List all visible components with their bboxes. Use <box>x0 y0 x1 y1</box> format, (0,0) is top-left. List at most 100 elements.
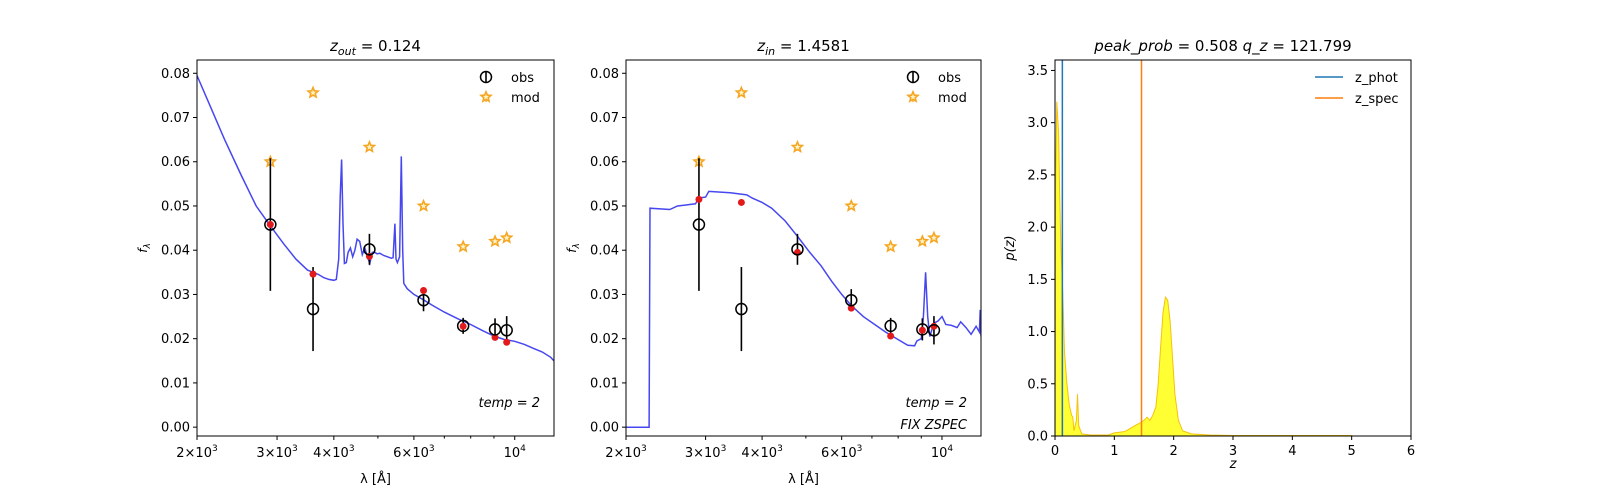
legend-mod-label: mod <box>938 91 967 106</box>
plot-area <box>1055 60 1354 436</box>
obs-point <box>456 319 470 333</box>
mod-star-point <box>499 230 514 244</box>
y-tick-label: 0.03 <box>161 288 190 303</box>
y-tick-label: 3.0 <box>1027 116 1048 131</box>
obs-point <box>845 293 858 307</box>
mod-star-point <box>488 234 502 248</box>
x-axis-label: λ [Å] <box>788 471 819 487</box>
mod-red-point <box>737 198 745 206</box>
y-axis-label: fλ <box>136 243 153 253</box>
y-tick-label: 0.00 <box>590 421 619 436</box>
x-tick-label: 1 <box>1110 444 1118 459</box>
legend-mod-marker <box>906 89 920 103</box>
x-tick-label: 2×103 <box>605 444 646 461</box>
legend-z-phot-label: z_phot <box>1355 71 1398 86</box>
legend: obs mod <box>479 70 540 106</box>
mod-red-point <box>309 270 317 278</box>
legend-mod-marker <box>479 89 493 103</box>
obs-point <box>884 319 897 333</box>
y-axis-label: fλ <box>565 243 582 253</box>
x-tick-label: 5 <box>1348 444 1356 459</box>
chart-title: zin = 1.4581 <box>756 37 850 58</box>
legend-mod-label: mod <box>511 91 540 106</box>
y-tick-label: 0.00 <box>161 421 190 436</box>
y-tick-label: 0.08 <box>590 67 619 82</box>
y-tick-label: 0.01 <box>161 376 190 391</box>
mod-red-point <box>847 304 855 312</box>
mod-star-point <box>927 230 941 244</box>
x-tick-label: 4×103 <box>741 444 782 461</box>
obs-point <box>363 243 376 256</box>
x-tick-label: 3×103 <box>256 444 297 461</box>
x-tick-label: 6×103 <box>821 444 862 461</box>
y-tick-label: 0.07 <box>161 111 190 126</box>
x-tick-label: 4×103 <box>313 444 354 461</box>
x-axis-label: z <box>1229 457 1238 472</box>
mod-red-point <box>695 195 703 203</box>
y-tick-label: 0.04 <box>161 244 190 259</box>
obs-point <box>417 293 430 307</box>
mod-star-point <box>734 85 749 99</box>
axes-frame <box>196 59 555 437</box>
legend: obs mod <box>906 70 967 106</box>
chart-title: zout = 0.124 <box>329 37 421 58</box>
y-tick-label: 0.05 <box>161 199 190 214</box>
y-tick-label: 1.5 <box>1027 273 1048 288</box>
obs-point <box>500 324 513 337</box>
legend-obs-label: obs <box>511 71 534 86</box>
legend: z_phot z_spec <box>1315 71 1399 107</box>
x-tick-label: 4 <box>1288 444 1296 459</box>
y-tick-label: 0.06 <box>161 155 190 170</box>
mod-star-point <box>844 198 859 212</box>
obs-point <box>692 218 706 231</box>
model-line <box>626 190 981 428</box>
y-tick-label: 0.5 <box>1027 377 1048 392</box>
mod-red-point <box>459 322 467 330</box>
y-tick-label: 0.08 <box>161 67 190 82</box>
y-tick-label: 1.0 <box>1027 325 1048 340</box>
obs-point <box>927 324 941 337</box>
annotation-text: FIX ZSPEC <box>900 418 968 433</box>
x-tick-label: 6 <box>1407 444 1415 459</box>
x-tick-label: 3 <box>1229 444 1237 459</box>
x-tick-label: 2 <box>1170 444 1178 459</box>
mod-red-point <box>918 326 926 334</box>
y-tick-label: 0.06 <box>590 155 619 170</box>
legend-z-spec-label: z_spec <box>1355 92 1399 107</box>
pz-panel: 0.0 0.5 1.0 1.5 2.0 2.5 3.0 3.5 0 1 2 3 4 5 6 peak_prob… <box>1003 37 1415 472</box>
obs-point <box>264 218 277 231</box>
x-tick-label: 6×103 <box>393 444 434 461</box>
chart-title: peak_prob = 0.508 q_z = 121.799 <box>1093 37 1351 56</box>
obs-point <box>306 302 320 316</box>
x-tick-label: 2×103 <box>176 444 217 461</box>
y-tick-label: 2.5 <box>1027 168 1048 183</box>
x-axis-label: λ [Å] <box>360 471 391 487</box>
y-tick-label: 2.0 <box>1027 221 1048 236</box>
y-tick-label: 0.04 <box>590 244 619 259</box>
y-tick-label: 3.5 <box>1027 64 1048 79</box>
model-line <box>197 75 554 362</box>
mod-red-point <box>420 286 428 294</box>
mod-star-point <box>362 139 377 154</box>
y-tick-label: 0.03 <box>590 288 619 303</box>
sed-panel-1: 0.00 0.01 0.02 0.03 0.04 0.05 0.06 0.07 0.08 2×10… <box>136 37 555 487</box>
mod-star-point <box>790 139 805 154</box>
x-tick-label: 3×103 <box>685 444 726 461</box>
plot-area <box>626 85 981 428</box>
y-tick-label: 0.01 <box>590 376 619 391</box>
y-tick-label: 0.07 <box>590 111 619 126</box>
sed-panel-2: 0.00 0.01 0.02 0.03 0.04 0.05 0.06 0.07 0.08 2×10… <box>565 37 982 487</box>
obs-point <box>735 302 748 316</box>
x-tick-label: 0 <box>1051 444 1059 459</box>
mod-star-point <box>456 239 471 253</box>
y-tick-label: 0.02 <box>590 332 619 347</box>
y-tick-label: 0.0 <box>1027 430 1048 445</box>
legend-obs-marker <box>906 70 920 84</box>
pz-area <box>1055 101 1354 436</box>
mod-red-point <box>887 332 895 340</box>
x-tick-label: 104 <box>504 444 527 461</box>
mod-red-point <box>930 322 938 330</box>
mod-star-point <box>915 234 930 248</box>
mod-star-point <box>416 198 431 212</box>
axes-frame <box>1054 59 1412 437</box>
